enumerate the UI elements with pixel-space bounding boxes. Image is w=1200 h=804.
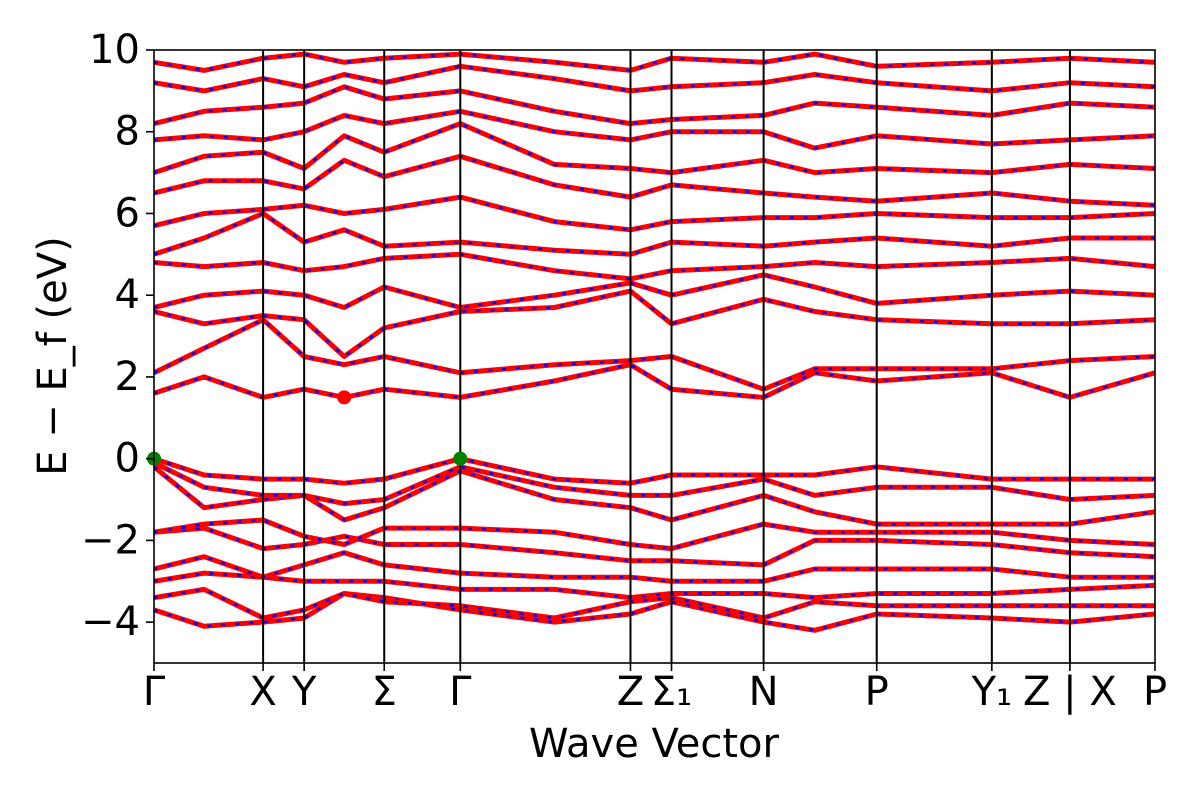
x-tick-label: Γ — [143, 669, 166, 715]
band-12 — [154, 288, 1155, 359]
x-tick-label: Γ — [449, 669, 472, 715]
x-tick-label: Σ — [372, 669, 397, 715]
band-line — [154, 63, 1155, 94]
band-dashed-line — [154, 551, 1155, 583]
band-line — [154, 456, 1155, 486]
band-dashed-line — [154, 461, 1155, 505]
y-tick-label: 8 — [115, 109, 140, 155]
kpoint-lines — [262, 50, 1071, 663]
band-dashed-line — [154, 85, 1155, 125]
band-14 — [154, 251, 1155, 282]
y-tick-label: −2 — [81, 517, 140, 563]
y-axis-label: E − E_f (eV) — [30, 236, 76, 475]
band-line — [154, 525, 1155, 568]
band-line — [154, 317, 1155, 392]
band-10 — [154, 362, 1155, 400]
y-tick-label: 6 — [115, 190, 140, 236]
y-tick-label: −4 — [81, 599, 140, 645]
x-tick-label: X — [249, 669, 276, 715]
band-dashed-line — [154, 592, 1155, 632]
x-tick-label: Z — [617, 669, 644, 715]
y-tick-label: 10 — [89, 27, 140, 73]
band-dashed-line — [154, 273, 1155, 309]
band-4 — [154, 550, 1155, 584]
band-18 — [154, 121, 1155, 176]
band-8 — [154, 460, 1155, 507]
x-tick-label: P — [1143, 669, 1167, 715]
bands-layer — [154, 51, 1155, 633]
y-tick-label: 0 — [115, 436, 140, 482]
plot-frame — [153, 49, 1156, 664]
band-dashed-line — [154, 253, 1155, 281]
band-11 — [154, 317, 1155, 392]
band-13 — [154, 272, 1155, 310]
x-tick-label: Z | X — [1023, 669, 1117, 715]
y-axis: −4 −2 0 2 4 6 8 10 — [81, 27, 154, 645]
band-15 — [154, 211, 1155, 257]
x-axis: Γ X Y Σ Γ Z Σ₁ N P Y₁ Z | X P — [143, 663, 1167, 715]
x-tick-label: Σ₁ — [651, 669, 692, 715]
band-line — [154, 51, 1155, 73]
y-tick-label: 2 — [115, 354, 140, 400]
band-19 — [154, 108, 1155, 151]
band-3 — [154, 570, 1155, 601]
x-tick-label: P — [865, 669, 889, 715]
band-line — [154, 517, 1155, 552]
band-edge-markers — [147, 390, 468, 466]
band-1 — [154, 591, 1155, 633]
band-line — [154, 194, 1155, 233]
band-22 — [154, 51, 1155, 73]
band-5 — [154, 525, 1155, 568]
y-tick-label: 4 — [115, 272, 140, 318]
band-dashed-line — [154, 363, 1155, 399]
band-2 — [154, 586, 1155, 621]
cbm-marker — [337, 390, 352, 405]
band-dashed-line — [154, 588, 1155, 620]
band-dashed-line — [154, 465, 1155, 526]
band-16 — [154, 194, 1155, 233]
x-tick-label: N — [749, 669, 779, 715]
band-17 — [154, 153, 1155, 208]
band-21 — [154, 63, 1155, 94]
band-line — [154, 570, 1155, 601]
band-line — [154, 108, 1155, 151]
band-9 — [154, 456, 1155, 486]
band-line — [154, 153, 1155, 208]
band-dashed-line — [154, 289, 1155, 359]
band-6 — [154, 517, 1155, 552]
vbm-marker — [453, 451, 468, 466]
x-tick-label: Y — [291, 669, 317, 715]
x-axis-label: Wave Vector — [529, 721, 780, 767]
band-line — [154, 121, 1155, 176]
band-dashed-line — [154, 212, 1155, 256]
band-20 — [154, 84, 1155, 127]
x-tick-label: Y₁ — [971, 669, 1012, 715]
